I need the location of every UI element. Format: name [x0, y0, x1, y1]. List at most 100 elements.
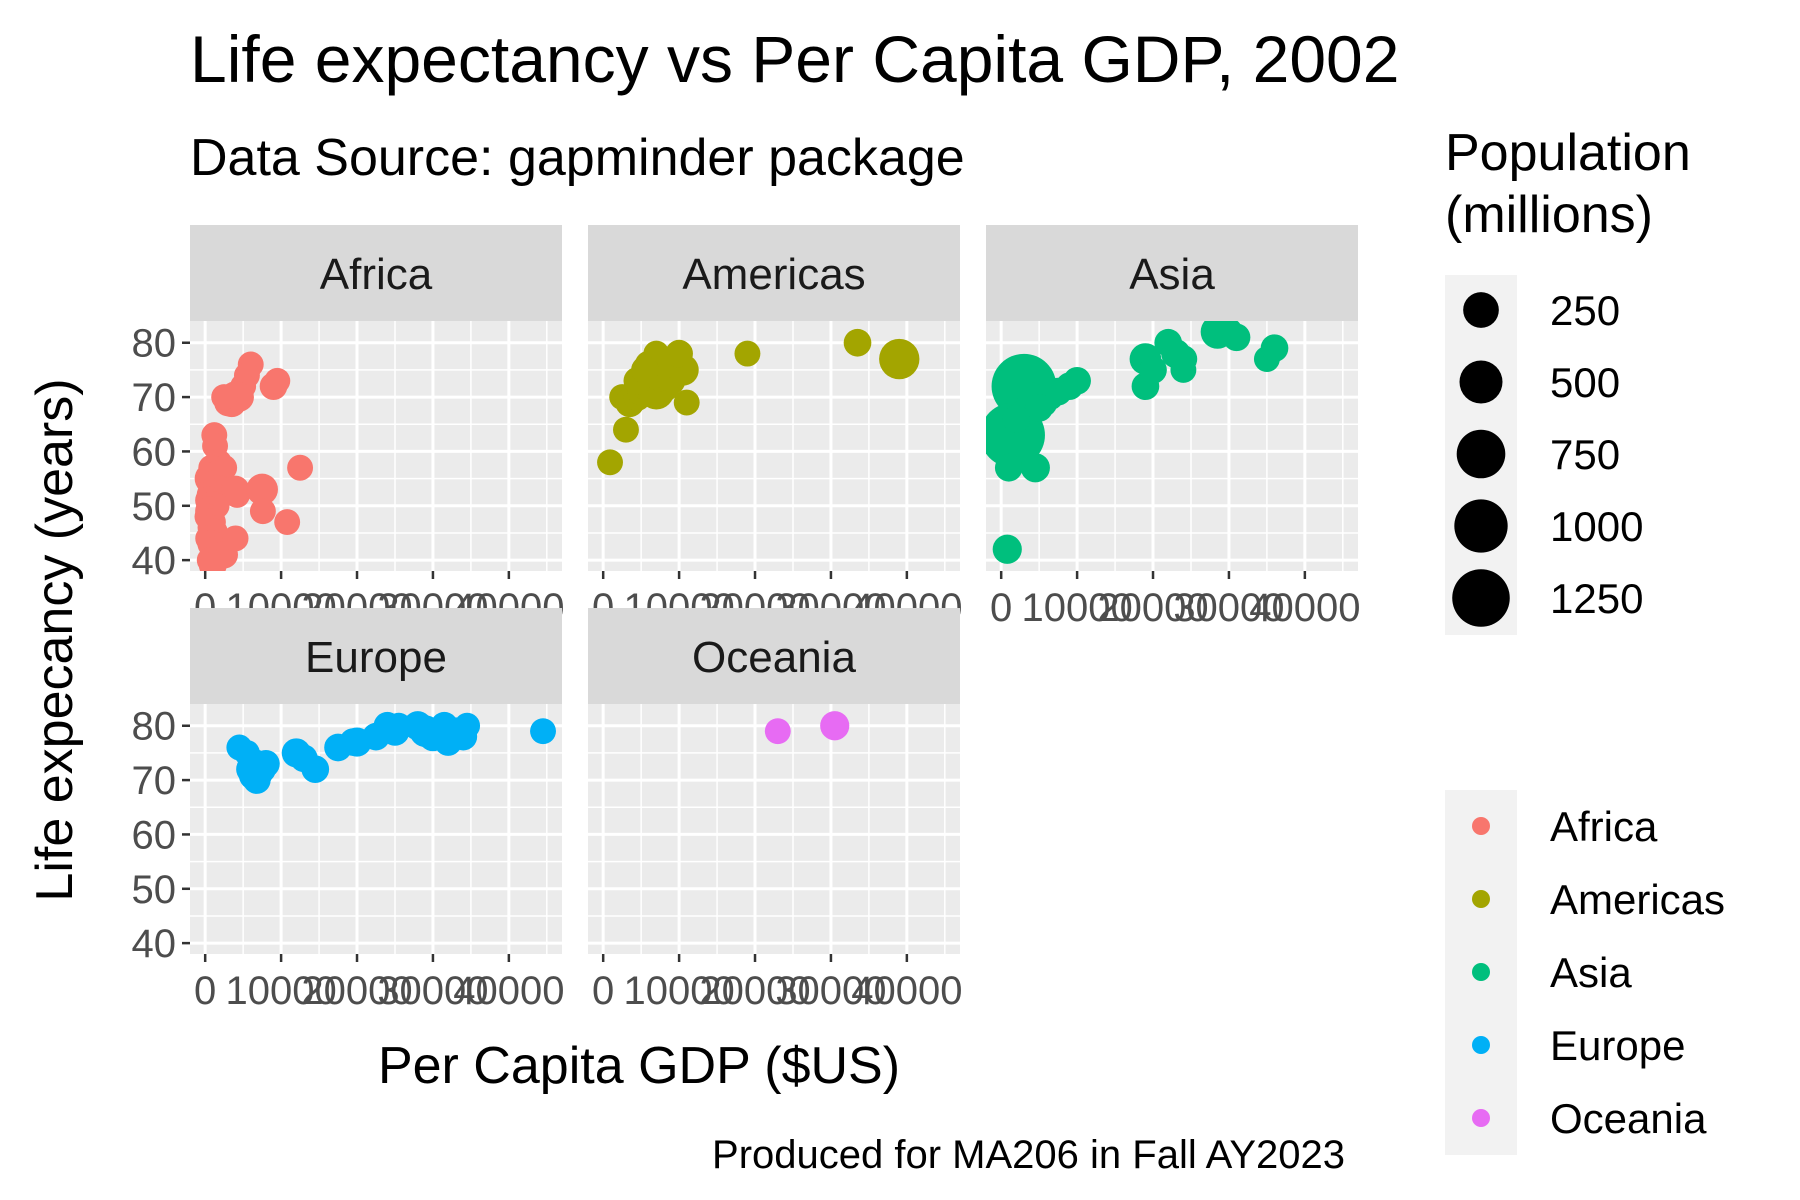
facet-strip	[588, 225, 960, 321]
data-point	[673, 389, 700, 416]
y-tick-label: 50	[132, 868, 177, 912]
data-point	[242, 766, 271, 794]
y-tick-label: 70	[132, 759, 177, 803]
data-point	[764, 718, 791, 745]
x-tick-label: 40000	[851, 969, 962, 1013]
color-legend-label: Oceania	[1550, 1095, 1707, 1142]
x-tick-label: 0	[990, 586, 1012, 630]
points	[986, 321, 1289, 564]
color-legend-key	[1472, 1036, 1490, 1054]
x-tick-label: 10000	[1021, 586, 1132, 630]
grid-lines	[588, 704, 960, 954]
points	[194, 351, 314, 571]
data-point	[1002, 404, 1031, 433]
facet-strip-label: Africa	[320, 250, 433, 299]
data-point	[211, 384, 238, 411]
facet-strip-label: Americas	[682, 250, 865, 299]
data-point	[249, 498, 276, 525]
size-legend-title-line: Population	[1445, 124, 1691, 182]
data-point	[1139, 356, 1167, 384]
data-point	[198, 551, 227, 571]
x-tick-label: 0	[194, 969, 216, 1013]
panel-background	[588, 704, 960, 954]
size-legend-key	[1459, 360, 1503, 404]
y-tick-label: 70	[132, 376, 177, 420]
color-legend-label: Africa	[1550, 803, 1658, 850]
data-point	[1222, 323, 1251, 352]
data-point	[1260, 334, 1289, 363]
data-point	[287, 454, 314, 481]
facet-strip-label: Oceania	[692, 633, 856, 682]
size-legend-label: 250	[1550, 287, 1620, 334]
y-tick-label: 80	[132, 322, 177, 366]
data-point	[246, 473, 278, 506]
data-point	[734, 340, 761, 367]
x-tick-label: 30000	[775, 969, 886, 1013]
size-legend-key	[1454, 499, 1508, 553]
x-tick-label: 30000	[1173, 586, 1284, 630]
size-legend-label: 500	[1550, 359, 1620, 406]
size-legend-key	[1456, 429, 1506, 479]
y-tick-label: 60	[132, 430, 177, 474]
chart-caption: Produced for MA206 in Fall AY2023	[712, 1133, 1345, 1177]
data-point	[373, 711, 402, 740]
x-tick-label: 10000	[623, 969, 734, 1013]
points	[764, 711, 850, 745]
facet-strip-label: Asia	[1129, 250, 1215, 299]
x-tick-label: 20000	[699, 969, 810, 1013]
color-legend-key	[1472, 1109, 1490, 1127]
points	[597, 328, 920, 476]
x-axis-label: Per Capita GDP ($US)	[378, 1037, 900, 1095]
x-tick-label: 40000	[453, 969, 564, 1013]
facet-strip	[588, 608, 960, 704]
y-tick-label: 60	[132, 813, 177, 857]
size-legend-label: 1000	[1550, 503, 1643, 550]
data-point	[992, 534, 1022, 564]
x-tick-label: 30000	[377, 969, 488, 1013]
data-point	[1025, 394, 1053, 422]
data-point	[613, 416, 639, 443]
x-tick-label: 40000	[1249, 586, 1360, 630]
x-tick-label: 10000	[225, 969, 336, 1013]
facet-strip	[986, 225, 1358, 321]
data-point	[1170, 356, 1197, 383]
facet-americas: Americas010000200003000040000	[588, 225, 962, 630]
data-point	[264, 367, 291, 394]
size-legend-key	[1463, 292, 1499, 328]
size-legend: Population (millions) 250 500 750 1000 1250	[1445, 124, 1691, 635]
size-legend-key	[1452, 569, 1510, 627]
chart-subtitle: Data Source: gapminder package	[190, 129, 965, 187]
y-tick-label: 40	[132, 922, 177, 966]
data-point	[301, 755, 330, 784]
color-legend-key	[1472, 890, 1490, 908]
data-point	[274, 509, 301, 536]
y-tick-label: 50	[132, 485, 177, 529]
data-point	[530, 718, 556, 745]
data-point	[597, 449, 623, 476]
data-point	[1063, 366, 1091, 395]
color-legend-label: Americas	[1550, 876, 1725, 923]
data-point	[820, 711, 850, 741]
size-legend-title: Population (millions)	[1445, 124, 1691, 244]
size-legend-label: 1250	[1550, 575, 1643, 622]
facet-africa: Africa0100002000030000400004050607080	[132, 225, 564, 630]
data-point	[222, 525, 249, 552]
points	[226, 711, 556, 794]
data-point	[454, 712, 481, 739]
facet-strip	[190, 225, 562, 321]
x-tick-label: 20000	[1097, 586, 1208, 630]
color-legend-label: Europe	[1550, 1022, 1685, 1069]
color-legend: Africa Americas Asia Europe Oceania	[1445, 790, 1725, 1155]
data-point	[879, 338, 920, 380]
y-axis-label: Life expecancy (years)	[26, 378, 84, 901]
data-point	[224, 481, 251, 508]
x-tick-label: 0	[592, 969, 614, 1013]
data-point	[434, 728, 462, 756]
y-tick-label: 80	[132, 705, 177, 749]
size-legend-label: 750	[1550, 431, 1620, 478]
data-point	[994, 453, 1023, 482]
